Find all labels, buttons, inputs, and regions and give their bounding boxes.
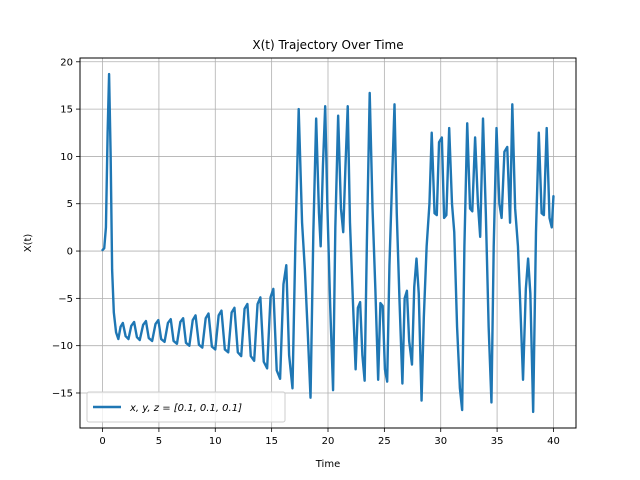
x-axis-title: Time	[315, 459, 340, 470]
x-tick-label-5: 25	[378, 436, 391, 447]
y-tick-label-5: 10	[60, 152, 73, 163]
x-tick-label-1: 5	[156, 436, 162, 447]
y-tick-label-0: −15	[52, 388, 73, 399]
chart-title: X(t) Trajectory Over Time	[252, 38, 403, 52]
legend-box	[86, 391, 286, 423]
x-axis: 0 5 10 15 20 25 30 35 40	[99, 428, 560, 447]
legend: x, y, z = [0.1, 0.1, 0.1]	[86, 391, 286, 423]
legend-label: x, y, z = [0.1, 0.1, 0.1]	[129, 403, 242, 414]
x-tick-label-8: 40	[547, 436, 560, 447]
x-tick-label-0: 0	[99, 436, 105, 447]
x-tick-label-7: 35	[491, 436, 504, 447]
y-axis: −15 −10 −5 0 5 10 15 20	[52, 57, 80, 399]
x-tick-label-2: 10	[209, 436, 222, 447]
y-tick-label-7: 20	[60, 57, 73, 68]
x-tick-label-6: 30	[434, 436, 447, 447]
series-line-0	[101, 72, 555, 414]
y-tick-label-2: −5	[58, 294, 73, 305]
series-layer	[101, 72, 555, 414]
y-tick-label-4: 5	[67, 199, 73, 210]
y-axis-title: X(t)	[23, 234, 34, 253]
x-tick-label-3: 15	[265, 436, 278, 447]
y-tick-label-6: 15	[60, 105, 73, 116]
x-tick-label-4: 20	[322, 436, 335, 447]
y-tick-label-3: 0	[67, 247, 73, 258]
y-tick-label-1: −10	[52, 341, 73, 352]
